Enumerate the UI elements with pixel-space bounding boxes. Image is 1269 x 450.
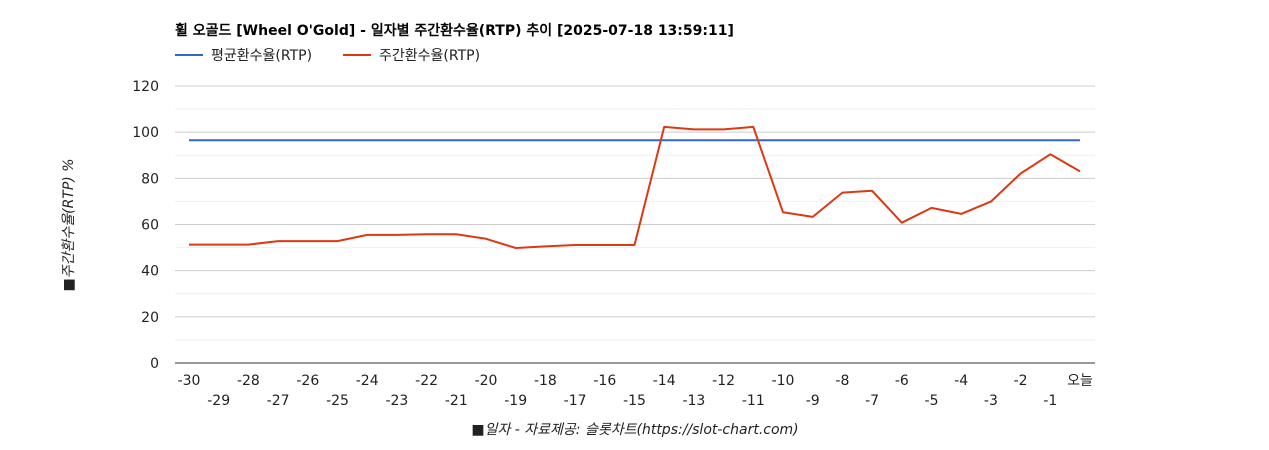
x-axis-title: ■일자 - 자료제공: 슬롯차트(https://slot-chart.com) xyxy=(471,422,798,438)
chart-title: 휠 오골드 [Wheel O'Gold] - 일자별 주간환수율(RTP) 추이… xyxy=(175,22,734,39)
x-tick-label: -14 xyxy=(653,373,676,389)
y-tick-label: 20 xyxy=(141,310,159,326)
x-tick-label: -15 xyxy=(623,393,646,409)
x-tick-label: -19 xyxy=(504,393,527,409)
y-tick-label: 40 xyxy=(141,264,159,280)
legend-item[interactable]: 주간환수율(RTP) xyxy=(343,48,480,64)
y-tick-label: 80 xyxy=(141,171,159,187)
x-tick-label: 오늘 xyxy=(1067,373,1093,389)
gridlines xyxy=(175,85,1095,364)
series-line xyxy=(189,125,1081,249)
y-axis-title: ■주간환수율(RTP) % xyxy=(61,158,77,291)
x-tick-label: -24 xyxy=(356,373,379,389)
x-tick-label: -30 xyxy=(178,373,201,389)
x-tick-label: -9 xyxy=(806,393,820,409)
x-tick-label: -23 xyxy=(385,393,408,409)
x-tick-label: -6 xyxy=(895,373,909,389)
y-tick-label: 120 xyxy=(132,79,159,95)
x-tick-label: -26 xyxy=(296,373,319,389)
x-tick-label: -3 xyxy=(984,393,998,409)
x-tick-label: -12 xyxy=(712,373,735,389)
x-tick-label: -4 xyxy=(954,373,968,389)
x-tick-label: -5 xyxy=(925,393,939,409)
x-tick-label: -21 xyxy=(445,393,468,409)
x-tick-label: -13 xyxy=(682,393,705,409)
x-tick-label: -25 xyxy=(326,393,349,409)
x-tick-label: -28 xyxy=(237,373,260,389)
legend-label: 평균환수율(RTP) xyxy=(211,48,312,64)
y-axis-ticks: 0 20 40 60 80 100 120 xyxy=(132,79,159,372)
x-tick-label: -8 xyxy=(835,373,849,389)
y-tick-label: 60 xyxy=(141,218,159,234)
x-tick-label: -17 xyxy=(564,393,587,409)
legend[interactable]: 평균환수율(RTP) 주간환수율(RTP) xyxy=(175,48,480,64)
x-tick-label: -11 xyxy=(742,393,765,409)
x-tick-label: -10 xyxy=(772,373,795,389)
x-tick-label: -16 xyxy=(593,373,616,389)
legend-label: 주간환수율(RTP) xyxy=(379,48,480,64)
x-axis-ticks: -30-29-28-27-26-25-24-23-22-21-20-19-18-… xyxy=(178,373,1093,409)
y-tick-label: 0 xyxy=(150,356,159,372)
x-tick-label: -18 xyxy=(534,373,557,389)
series-lines xyxy=(189,125,1081,249)
x-tick-label: -20 xyxy=(475,373,498,389)
x-tick-label: -1 xyxy=(1043,393,1057,409)
x-tick-label: -29 xyxy=(207,393,230,409)
x-tick-label: -2 xyxy=(1014,373,1028,389)
x-tick-label: -27 xyxy=(267,393,290,409)
x-tick-label: -22 xyxy=(415,373,438,389)
legend-item[interactable]: 평균환수율(RTP) xyxy=(175,48,312,64)
x-tick-label: -7 xyxy=(865,393,879,409)
y-tick-label: 100 xyxy=(132,125,159,141)
